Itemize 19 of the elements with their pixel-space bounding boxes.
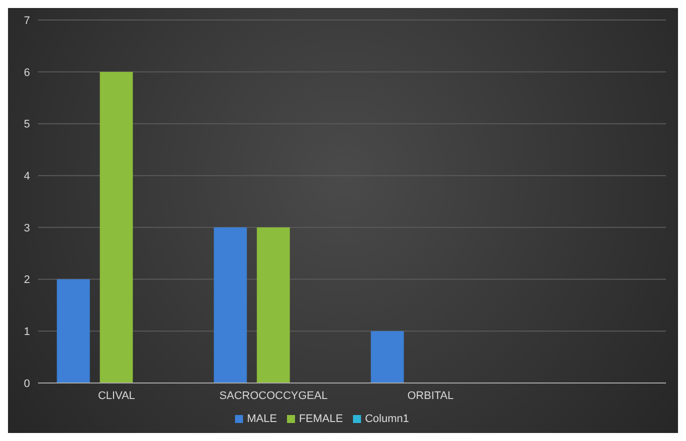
y-tick-label: 3 (24, 222, 30, 234)
x-tick-label: CLIVAL (98, 390, 136, 402)
y-tick-label: 6 (24, 66, 30, 79)
x-tick-label: SACROCOCCYGEAL (219, 390, 328, 402)
y-tick-label: 4 (24, 170, 30, 182)
bar (214, 227, 247, 383)
y-tick-label: 0 (24, 378, 30, 390)
bar (56, 279, 90, 383)
legend-label: FEMALE (298, 413, 343, 425)
x-tick-label: ORBITAL (407, 390, 454, 402)
bar (256, 227, 290, 383)
legend-label: MALE (246, 413, 277, 425)
legend-label: Column1 (364, 413, 409, 425)
bar (370, 331, 404, 383)
y-tick-label: 7 (24, 14, 30, 27)
y-tick-label: 2 (24, 274, 30, 286)
y-tick-label: 1 (24, 326, 30, 338)
bar (100, 72, 133, 383)
y-tick-label: 5 (24, 118, 30, 131)
